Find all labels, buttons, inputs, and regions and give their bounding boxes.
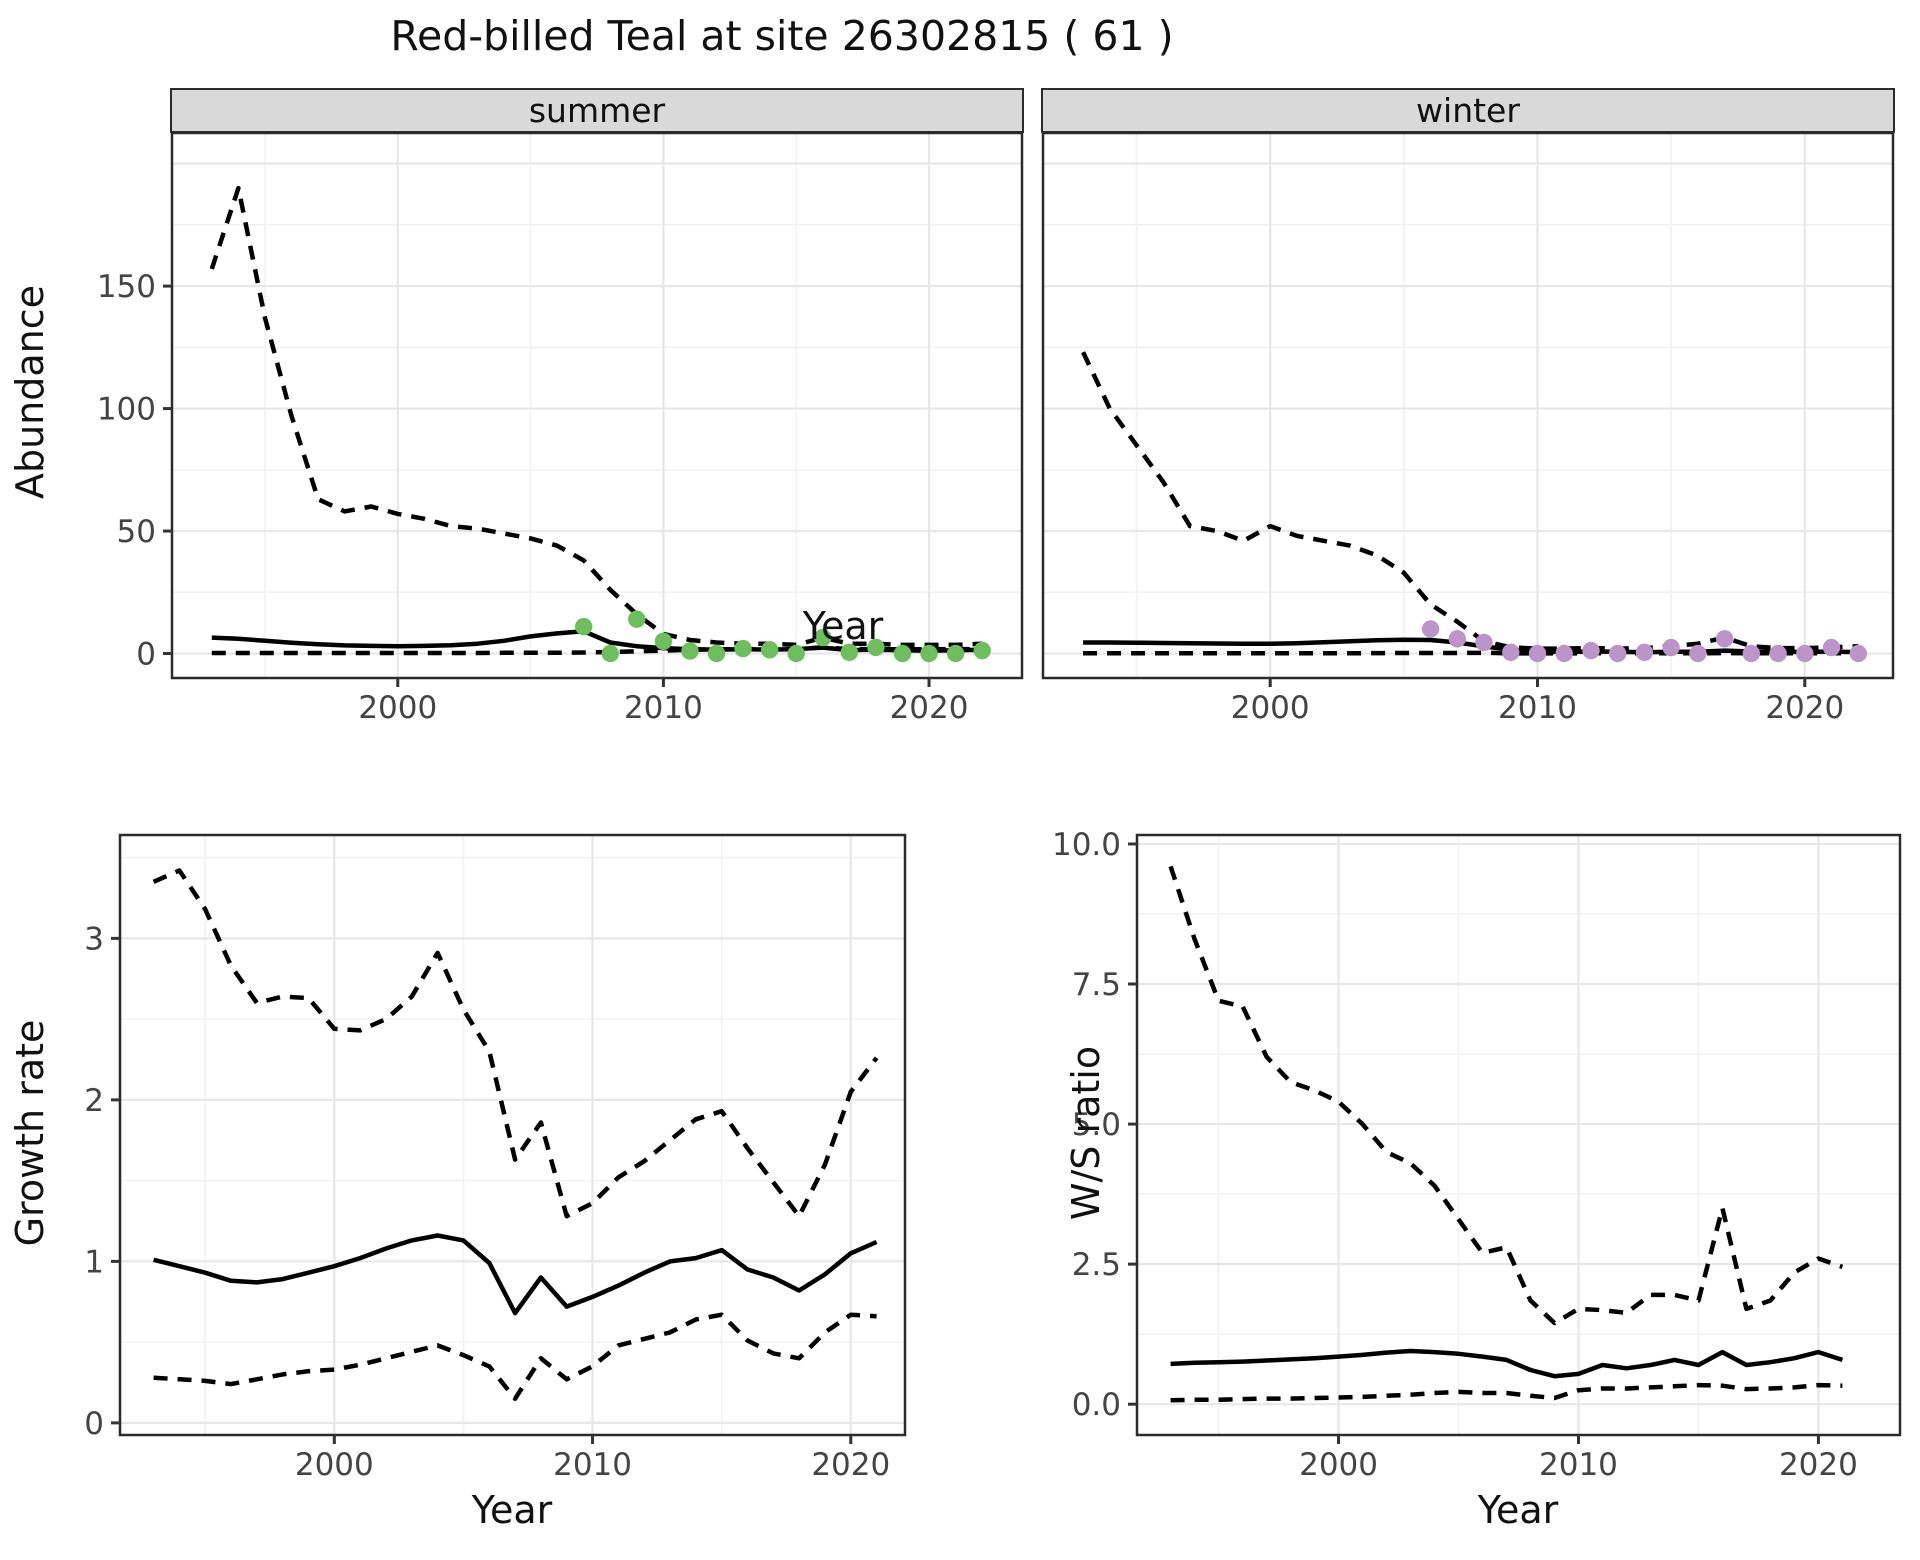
ws-ratio-axis-title: W/S ratio bbox=[1064, 1045, 1108, 1221]
ws-x-tick-label: 2010 bbox=[1539, 1447, 1618, 1483]
growth-y-tick-label: 3 bbox=[84, 921, 104, 957]
growth-rate-axis-title: Growth rate bbox=[8, 1019, 52, 1247]
facet-strip-summer-label: summer bbox=[528, 91, 666, 130]
growth-gridlines bbox=[120, 835, 905, 1435]
summer-y-tick-label: 100 bbox=[97, 392, 156, 428]
data-point bbox=[814, 628, 832, 647]
summer-x-tick-label: 2010 bbox=[624, 690, 703, 726]
growth-y-tick-label: 2 bbox=[84, 1083, 104, 1119]
ws-y-tick-label: 10.0 bbox=[1052, 827, 1121, 863]
bottom-left-x-axis-title: Year bbox=[471, 1488, 553, 1532]
data-point bbox=[1822, 638, 1841, 657]
data-point bbox=[1635, 643, 1654, 661]
ws-y-tick-label: 5.0 bbox=[1072, 1107, 1121, 1143]
data-point bbox=[1421, 620, 1440, 638]
winter-x-tick-label: 2020 bbox=[1765, 690, 1844, 726]
winter-x-tick-label: 2010 bbox=[1498, 690, 1577, 726]
data-point bbox=[1448, 630, 1467, 648]
data-point bbox=[681, 642, 699, 660]
summer-y-tick-label: 50 bbox=[117, 514, 156, 550]
data-point bbox=[628, 610, 646, 628]
data-point bbox=[1555, 644, 1573, 663]
winter-median-line bbox=[1083, 637, 1859, 655]
facet-strip-winter-label: winter bbox=[1416, 91, 1520, 130]
data-point bbox=[1475, 633, 1493, 652]
ws-y-tick-label: 2.5 bbox=[1072, 1247, 1121, 1283]
data-point bbox=[946, 644, 965, 663]
data-point bbox=[1849, 644, 1868, 663]
growth-y-tick-label: 1 bbox=[84, 1244, 104, 1280]
data-point bbox=[1715, 630, 1734, 648]
data-point bbox=[1502, 643, 1520, 661]
growth-median-line bbox=[153, 1233, 878, 1316]
summer-y-tick-label: 0 bbox=[136, 637, 156, 673]
data-point bbox=[787, 644, 805, 663]
observed-counts-winter bbox=[1421, 620, 1868, 663]
facet-strip-summer: summer bbox=[170, 88, 1024, 133]
ws-upper_95ci-line bbox=[1168, 865, 1844, 1326]
winter-lower_95ci-line bbox=[1083, 650, 1859, 656]
data-point bbox=[1609, 644, 1627, 663]
data-point bbox=[1742, 644, 1761, 663]
page-title: Red-billed Teal at site 26302815 ( 61 ) bbox=[390, 12, 1174, 60]
data-point bbox=[867, 638, 885, 657]
ws-y-tick-label: 7.5 bbox=[1072, 967, 1121, 1003]
data-point bbox=[920, 644, 938, 663]
data-point bbox=[973, 641, 991, 660]
ws-x-tick-label: 2020 bbox=[1779, 1447, 1858, 1483]
growth-x-tick-label: 2010 bbox=[553, 1447, 632, 1483]
ws-lower_95ci-line bbox=[1170, 1382, 1843, 1403]
data-point bbox=[707, 644, 726, 663]
winter-x-tick-label: 2000 bbox=[1231, 690, 1310, 726]
summer-upper_95ci-line bbox=[209, 185, 983, 648]
panel-winter: 2000 2010 2020 bbox=[1041, 131, 1895, 726]
ws-gridlines bbox=[1137, 835, 1900, 1435]
growth-x-tick-label: 2020 bbox=[811, 1447, 890, 1483]
panel-ws: 2000 2010 2020 0.0 2.5 5.0 7.5 10.0 bbox=[1052, 827, 1902, 1483]
ws-panel-border bbox=[1135, 833, 1902, 1437]
winter-panel-border bbox=[1041, 131, 1895, 680]
summer-panel-border bbox=[170, 131, 1024, 680]
summer-x-tick-label: 2000 bbox=[358, 690, 437, 726]
data-point bbox=[1662, 638, 1680, 657]
growth-panel-border bbox=[118, 833, 907, 1437]
summer-x-tick-label: 2020 bbox=[890, 690, 969, 726]
top-x-axis-title: Year bbox=[802, 604, 884, 648]
data-point bbox=[761, 641, 779, 659]
data-point bbox=[1689, 644, 1707, 663]
observed-counts-summer bbox=[575, 610, 991, 663]
winter-upper_95ci-line bbox=[1081, 351, 1859, 651]
data-point bbox=[893, 644, 912, 663]
summer-lower_95ci-line bbox=[211, 645, 983, 656]
growth-x-tick-label: 2000 bbox=[295, 1447, 374, 1483]
panel-summer: 2000 2010 2020 0 50 100 150 bbox=[97, 131, 1024, 726]
growth-upper_95ci-line bbox=[152, 868, 879, 1219]
ws-x-tick-label: 2000 bbox=[1299, 1447, 1378, 1483]
data-point bbox=[601, 644, 619, 663]
bottom-right-x-axis-title: Year bbox=[1477, 1488, 1559, 1532]
panel-growth: 2000 2010 2020 0 1 2 3 bbox=[84, 833, 907, 1483]
facet-strip-winter: winter bbox=[1041, 88, 1895, 133]
data-point bbox=[1796, 644, 1814, 663]
abundance-axis-title: Abundance bbox=[8, 284, 52, 500]
data-point bbox=[654, 632, 673, 650]
ws-y-tick-label: 0.0 bbox=[1072, 1387, 1121, 1423]
data-point bbox=[1582, 641, 1600, 660]
data-point bbox=[1769, 644, 1787, 663]
data-point bbox=[575, 617, 593, 636]
data-point bbox=[1528, 644, 1547, 663]
summer-y-tick-label: 150 bbox=[97, 269, 156, 305]
data-point bbox=[734, 639, 752, 658]
growth-y-tick-label: 0 bbox=[84, 1406, 104, 1442]
data-point bbox=[840, 643, 858, 661]
ws-median-line bbox=[1170, 1348, 1844, 1379]
growth-lower_95ci-line bbox=[153, 1312, 877, 1401]
